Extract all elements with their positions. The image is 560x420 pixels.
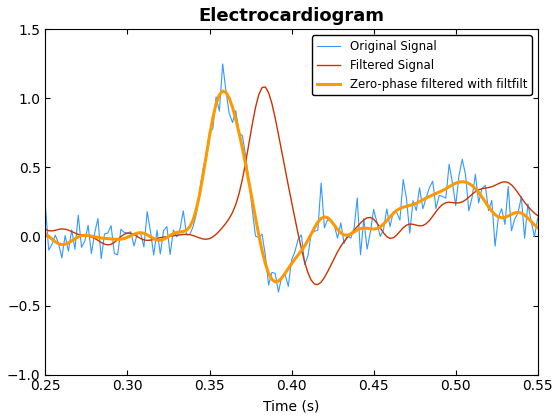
Filtered Signal [361,218,367,223]
Filtered Signal [285,183,292,188]
Original Signal [216,109,223,114]
Filtered Signal [347,231,354,236]
Zero-phase filtered with filtfilt [531,222,538,227]
Zero-phase filtered with filtfilt [42,231,49,236]
X-axis label: Time (s): Time (s) [263,399,320,413]
Filtered Signal [393,233,400,238]
Zero-phase filtered with filtfilt [347,231,354,236]
Zero-phase filtered with filtfilt [534,225,541,230]
Original Signal [531,234,538,239]
Title: Electrocardiogram: Electrocardiogram [199,7,385,25]
Zero-phase filtered with filtfilt [272,279,278,284]
Original Signal [347,236,354,241]
Filtered Signal [534,213,541,218]
Filtered Signal [262,84,269,89]
Zero-phase filtered with filtfilt [393,208,400,213]
Filtered Signal [531,210,538,215]
Original Signal [220,61,226,66]
Filtered Signal [216,228,223,234]
Zero-phase filtered with filtfilt [361,226,367,231]
Filtered Signal [315,282,321,287]
Original Signal [275,289,282,294]
Zero-phase filtered with filtfilt [288,261,295,266]
Line: Original Signal: Original Signal [45,64,538,292]
Original Signal [42,204,49,209]
Zero-phase filtered with filtfilt [216,92,223,97]
Original Signal [288,257,295,262]
Line: Zero-phase filtered with filtfilt: Zero-phase filtered with filtfilt [45,91,538,282]
Legend: Original Signal, Filtered Signal, Zero-phase filtered with filtfilt: Original Signal, Filtered Signal, Zero-p… [312,35,532,95]
Filtered Signal [42,227,49,232]
Original Signal [361,216,367,221]
Line: Filtered Signal: Filtered Signal [45,87,538,285]
Zero-phase filtered with filtfilt [220,89,226,94]
Original Signal [393,210,400,215]
Original Signal [534,215,541,220]
